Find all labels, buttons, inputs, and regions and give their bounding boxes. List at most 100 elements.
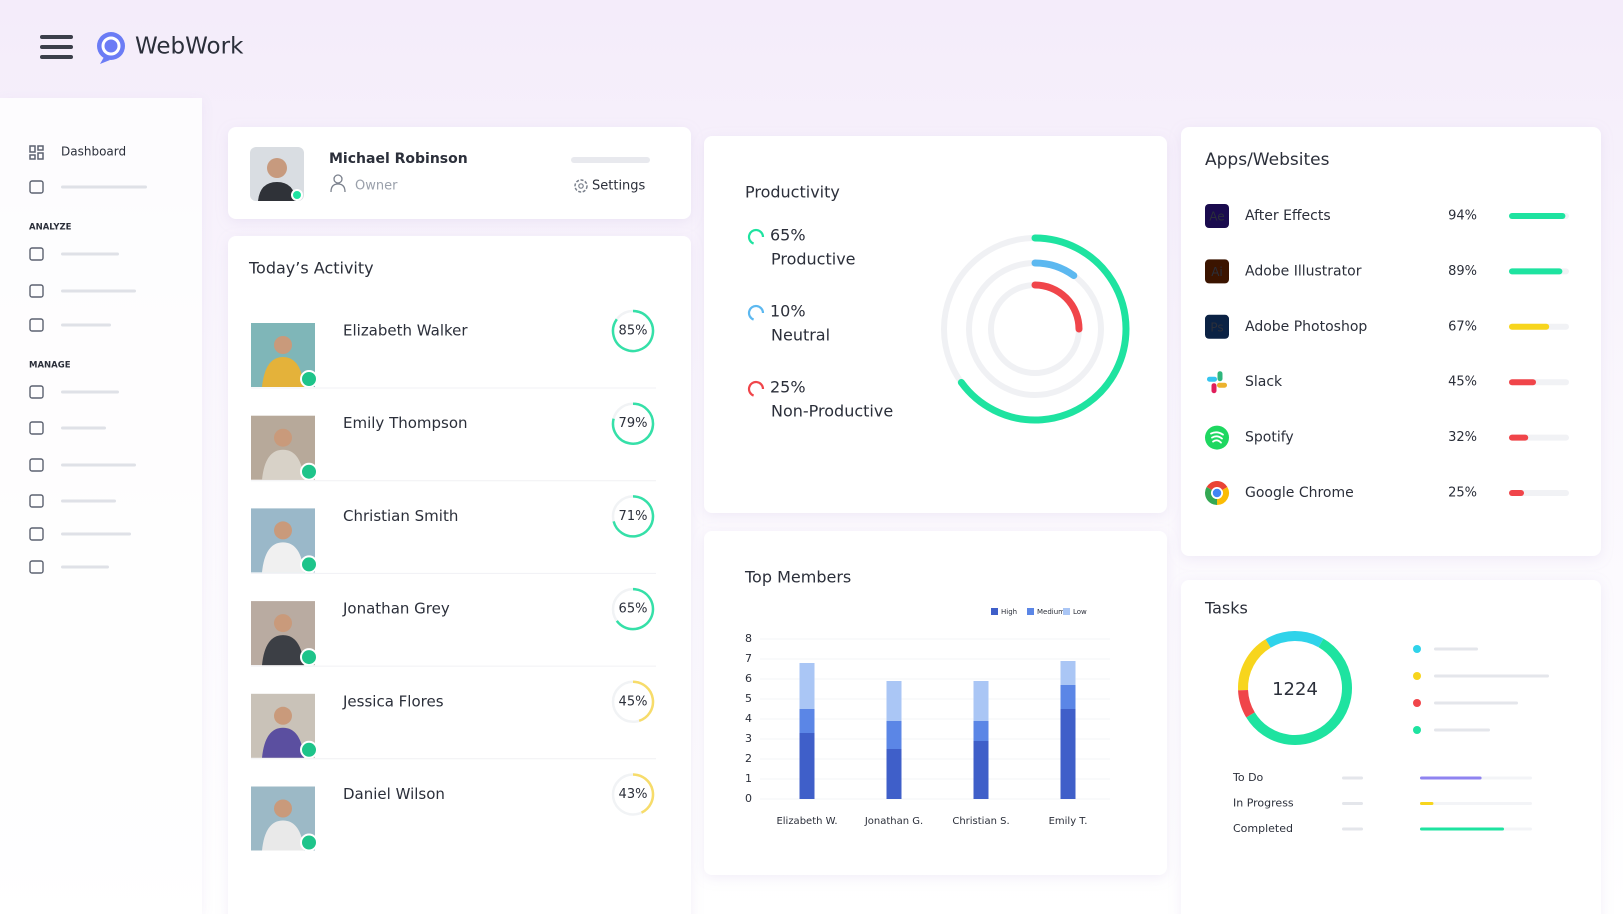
bar-segment [799,709,815,733]
app-bar [1509,490,1524,496]
member-row[interactable]: Elizabeth Walker 85% [251,309,656,389]
member-row[interactable]: Emily Thompson 79% [251,402,656,482]
app-name[interactable]: After Effects [1245,208,1331,224]
nav-item[interactable] [29,494,116,508]
legend-dot [1413,645,1421,653]
app-name[interactable]: Slack [1245,374,1283,390]
nav-item[interactable] [29,385,119,399]
task-bar [1420,827,1504,831]
settings-label: Settings [592,179,646,194]
nav-dashboard[interactable]: Dashboard [29,145,126,160]
nav-item[interactable] [29,421,106,435]
icon-part [1210,431,1224,436]
icon-part [1206,481,1228,491]
x-tick-label: Jonathan G. [864,816,923,827]
settings-link[interactable]: Settings [574,179,646,194]
nav-placeholder [61,426,106,430]
app-name[interactable]: Google Chrome [1245,485,1354,501]
app-icon: Ae [1205,204,1229,228]
icon-part [1211,383,1217,394]
bar-segment [973,741,989,799]
progress-ring [615,587,655,631]
card-title: Productivity [745,183,840,202]
app-bar [1509,213,1566,219]
profile-avatar[interactable] [250,147,304,201]
nav-item[interactable] [29,527,131,541]
icon-bg [1205,259,1229,284]
online-dot [300,740,318,759]
donut-segment [1265,631,1324,648]
app-value: 94% [1448,209,1477,224]
nav-item[interactable] [29,458,136,472]
app-bar [1509,379,1536,386]
ring-arc [957,234,1130,424]
bar-segment [1060,685,1076,709]
app-name[interactable]: Adobe Illustrator [1245,263,1362,279]
section-label: ANALYZE [29,223,72,233]
avatar-head [274,706,292,725]
online-dot [300,555,318,574]
app-value: 32% [1448,430,1477,445]
icon-part [1205,487,1218,505]
card-title: Today’s Activity [248,259,374,278]
section-label: MANAGE [29,361,71,371]
card-title: Apps/Websites [1205,150,1330,170]
progress-label: 79% [619,416,648,431]
nav-icon [29,527,44,541]
app-name[interactable]: Adobe Photoshop [1245,319,1367,335]
bar-segment [973,721,989,741]
nav-item[interactable] [29,560,109,574]
nav-icon [29,458,44,472]
placeholder [1342,776,1363,780]
member-row[interactable]: Jessica Flores 45% [251,680,656,760]
nav-placeholder [61,463,136,467]
app-value: 25% [1448,486,1477,501]
progress-label: 45% [619,694,648,709]
member-row[interactable]: Christian Smith 71% [251,495,656,574]
activity-card [228,236,691,914]
nav-item[interactable] [29,318,111,332]
menu-button[interactable] [40,35,73,59]
icon-text: Ae [1209,210,1224,224]
avatar-head [274,614,292,633]
nav-item[interactable] [29,284,136,298]
legend-dot [1413,699,1421,707]
bar-segment [973,681,989,721]
top-members-card [704,531,1167,875]
nav-item[interactable] [29,180,147,194]
member-row[interactable]: Daniel Wilson 43% [251,773,655,852]
member-name: Elizabeth Walker [343,322,468,340]
member-row[interactable]: Jonathan Grey 65% [251,587,656,667]
legend-swatch [1027,608,1034,615]
nav-item[interactable] [29,247,119,261]
bar-segment [799,663,815,709]
avatar-body [262,449,304,480]
legend-label: Medium [1037,608,1065,616]
progress-label: 65% [619,602,648,617]
icon-part [1211,435,1223,440]
bar-segment [799,733,815,799]
y-tick-label: 8 [745,632,752,645]
tasks-card [1181,580,1601,914]
nav-placeholder [61,252,119,256]
y-tick-label: 2 [745,752,752,765]
app-value: 67% [1448,319,1477,334]
online-dot [300,370,318,388]
nav-placeholder [61,499,116,503]
icon-bg [1205,314,1229,339]
card-title: Top Members [744,568,851,587]
ring-arc [1031,259,1078,280]
nav-icon [29,180,44,194]
logo[interactable]: WebWork [97,32,244,64]
member-name: Christian Smith [343,507,458,525]
app-value: 89% [1448,264,1477,279]
legend-placeholder [1434,674,1549,678]
app-name[interactable]: Spotify [1245,430,1294,446]
x-tick-label: Emily T. [1049,816,1088,827]
tasks-total: 1224 [1272,679,1318,700]
progress-label: 43% [619,787,648,802]
app-icon: Ai [1205,259,1229,284]
sidebar-nav: Dashboard ANALYZE MANAGE [29,145,126,371]
progress-label: 71% [619,509,648,524]
